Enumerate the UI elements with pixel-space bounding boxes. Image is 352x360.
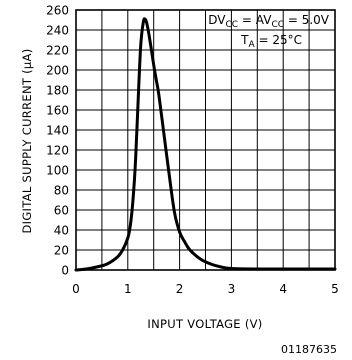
plot-frame <box>75 9 336 271</box>
y-tick-label: 20 <box>54 244 69 258</box>
y-tick-label: 260 <box>46 4 69 18</box>
y-tick-label: 180 <box>46 84 69 98</box>
y-tick-label: 240 <box>46 24 69 38</box>
y-axis-label: DIGITAL SUPPLY CURRENT (μA) <box>20 49 34 234</box>
y-tick-labels: 0 20 40 60 80 100 120 140 160 180 200 220 240 260 <box>46 4 69 278</box>
x-tick-label: 1 <box>124 282 132 296</box>
y-tick-label: 0 <box>61 264 69 278</box>
y-tick-label: 160 <box>46 104 69 118</box>
x-tick-labels: 0 1 2 3 4 5 <box>72 282 339 296</box>
y-tick-label: 40 <box>54 224 69 238</box>
y-tick-label: 100 <box>46 164 69 178</box>
condition-temperature: TA = 25°C <box>240 33 302 50</box>
x-axis-label: INPUT VOLTAGE (V) <box>147 317 262 331</box>
supply-current-curve <box>74 17 337 272</box>
y-tick-label: 80 <box>54 184 69 198</box>
condition-supply-voltage: DVCC = AVCC = 5.0V <box>208 13 330 30</box>
y-tick-label: 220 <box>46 44 69 58</box>
y-tick-label: 120 <box>46 144 69 158</box>
x-tick-label: 3 <box>228 282 236 296</box>
y-tick-label: 60 <box>54 204 69 218</box>
grid-lines <box>75 9 336 271</box>
x-tick-label: 5 <box>331 282 339 296</box>
y-tick-label: 200 <box>46 64 69 78</box>
x-tick-label: 2 <box>176 282 184 296</box>
figure-id: 01187635 <box>281 343 337 356</box>
x-tick-label: 4 <box>279 282 287 296</box>
y-tick-label: 140 <box>46 124 69 138</box>
x-tick-label: 0 <box>72 282 80 296</box>
